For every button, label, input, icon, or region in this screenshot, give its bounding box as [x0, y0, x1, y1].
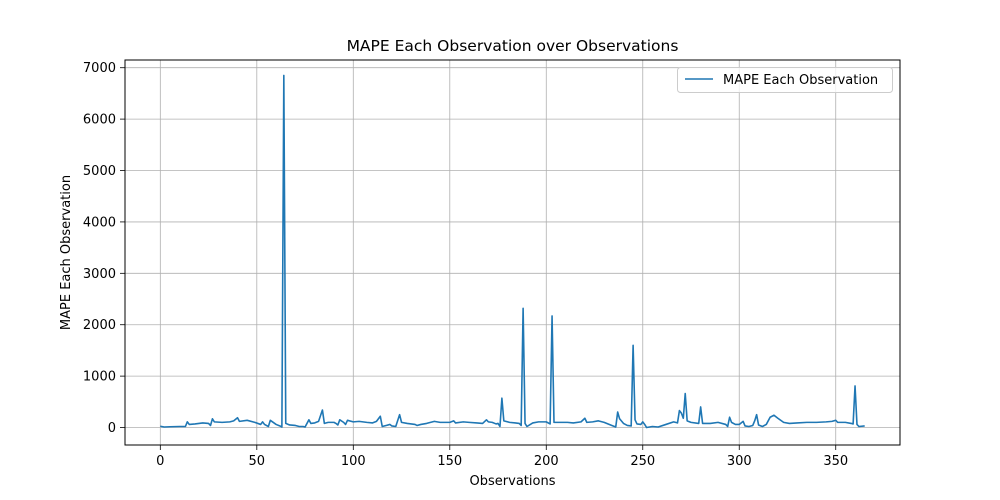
legend-box: [677, 67, 893, 93]
x-tick-label: 250: [630, 454, 655, 469]
series-line: [160, 74, 865, 429]
y-tick-label: 2000: [83, 318, 116, 333]
x-axis-title: Observations: [470, 474, 556, 489]
series-line-group: [160, 74, 865, 429]
y-tick-label: 1000: [83, 370, 116, 385]
legend-label: MAPE Each Observation: [723, 73, 878, 88]
y-tick-label: 7000: [83, 61, 116, 76]
y-tick-label: 6000: [83, 113, 116, 128]
legend: MAPE Each Observation: [677, 67, 893, 93]
plot-area-frame: [124, 59, 901, 446]
x-tick-label: 300: [727, 454, 752, 469]
x-tick-label: 100: [341, 454, 366, 469]
axis-ticks: 0 50 100 150 200 250 300 350 0 1000 2000 3000 4000 50…: [83, 61, 848, 469]
y-tick-label: 5000: [83, 164, 116, 179]
y-tick-label: 3000: [83, 267, 116, 282]
y-tick-label: 0: [108, 421, 116, 436]
y-axis-title: MAPE Each Observation: [59, 175, 74, 330]
grid-lines: [125, 60, 900, 445]
chart-title: MAPE Each Observation over Observations: [347, 37, 679, 55]
x-tick-label: 200: [534, 454, 559, 469]
x-tick-label: 0: [156, 454, 164, 469]
y-tick-label: 4000: [83, 215, 116, 230]
x-tick-label: 350: [823, 454, 848, 469]
x-tick-label: 50: [249, 454, 266, 469]
x-tick-label: 150: [437, 454, 462, 469]
